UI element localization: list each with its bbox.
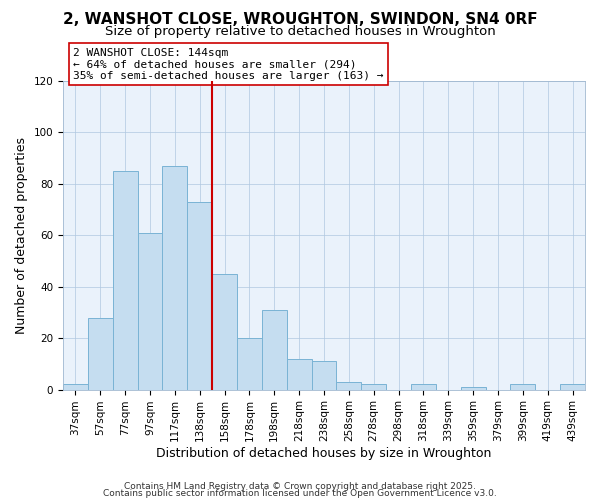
Bar xyxy=(560,384,585,390)
Bar xyxy=(461,387,485,390)
Bar xyxy=(511,384,535,390)
Bar xyxy=(237,338,262,390)
Text: 2, WANSHOT CLOSE, WROUGHTON, SWINDON, SN4 0RF: 2, WANSHOT CLOSE, WROUGHTON, SWINDON, SN… xyxy=(62,12,538,28)
X-axis label: Distribution of detached houses by size in Wroughton: Distribution of detached houses by size … xyxy=(157,447,492,460)
Bar xyxy=(287,358,311,390)
Y-axis label: Number of detached properties: Number of detached properties xyxy=(15,136,28,334)
Bar xyxy=(411,384,436,390)
Bar xyxy=(337,382,361,390)
Text: 2 WANSHOT CLOSE: 144sqm
← 64% of detached houses are smaller (294)
35% of semi-d: 2 WANSHOT CLOSE: 144sqm ← 64% of detache… xyxy=(73,48,384,80)
Bar xyxy=(63,384,88,390)
Bar xyxy=(137,232,163,390)
Bar xyxy=(88,318,113,390)
Text: Contains public sector information licensed under the Open Government Licence v3: Contains public sector information licen… xyxy=(103,489,497,498)
Bar xyxy=(262,310,287,390)
Bar xyxy=(163,166,187,390)
Bar xyxy=(212,274,237,390)
Bar xyxy=(361,384,386,390)
Text: Contains HM Land Registry data © Crown copyright and database right 2025.: Contains HM Land Registry data © Crown c… xyxy=(124,482,476,491)
Text: Size of property relative to detached houses in Wroughton: Size of property relative to detached ho… xyxy=(104,25,496,38)
Bar xyxy=(113,171,137,390)
Bar xyxy=(187,202,212,390)
Bar xyxy=(311,362,337,390)
